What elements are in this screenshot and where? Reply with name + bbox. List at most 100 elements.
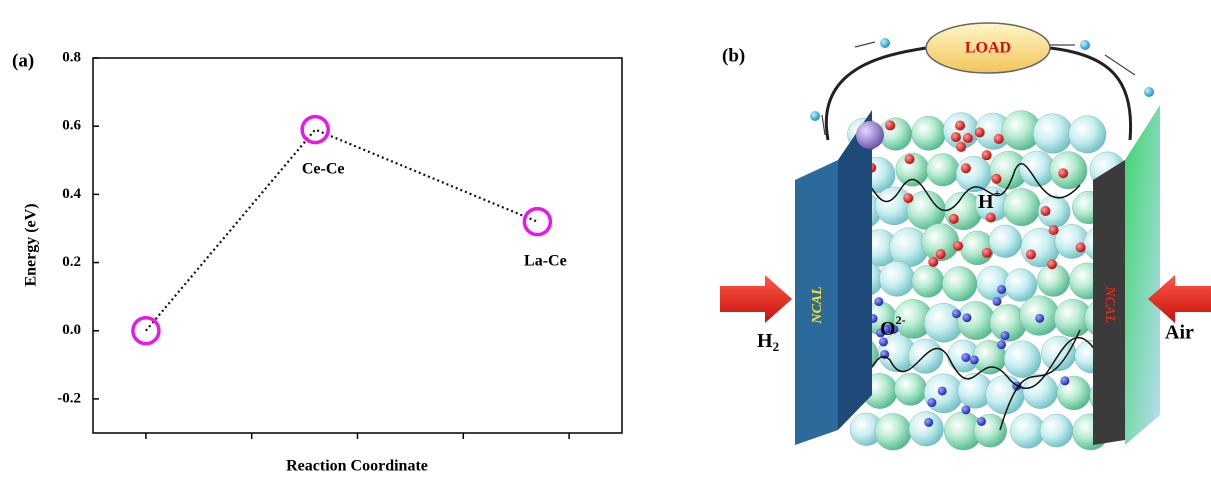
oxygen-vacancy <box>976 416 986 426</box>
load-label: LOAD <box>965 40 1011 57</box>
sphere <box>1002 188 1041 227</box>
sphere <box>1022 373 1058 409</box>
sphere <box>879 260 915 297</box>
dopant-atom <box>856 121 884 149</box>
y-tick-label: -0.2 <box>57 390 81 406</box>
y-tick-label: 0.8 <box>62 49 81 65</box>
hydroxyl <box>903 193 914 204</box>
hydroxyl <box>974 127 985 138</box>
proton-base: H <box>978 191 994 213</box>
sphere <box>1049 151 1088 190</box>
oxygen-vacancy <box>881 324 891 334</box>
sphere <box>956 301 996 340</box>
sphere <box>1068 115 1107 154</box>
point-label: Ce-Ce <box>302 160 345 177</box>
oxygen-vacancy <box>1035 313 1045 323</box>
oxygen-vacancy <box>937 386 947 396</box>
oxygen-vacancy <box>962 313 972 323</box>
y-tick-label: 0.6 <box>62 118 81 134</box>
ion-paths <box>844 162 1096 431</box>
oxygen-vacancy <box>874 297 884 307</box>
y-tick-label: 0.0 <box>62 322 81 338</box>
proton-charge: + <box>994 186 1001 200</box>
oxygen-vacancy <box>1000 331 1010 341</box>
sphere <box>908 338 944 374</box>
hydroxyl <box>952 240 963 251</box>
hydroxyl <box>991 173 1002 184</box>
y-tick-label: 0.2 <box>62 254 81 270</box>
hydroxyl <box>981 247 992 258</box>
hydroxyl <box>960 163 971 174</box>
hydroxyl <box>928 256 939 267</box>
oxygen-vacancy <box>961 405 971 415</box>
sphere <box>985 375 1025 415</box>
oxygen-vacancy <box>997 284 1007 294</box>
y-axis-title: Energy (eV) <box>23 203 40 286</box>
sphere <box>988 224 1022 258</box>
point <box>300 114 330 145</box>
hydroxyl <box>948 213 959 224</box>
load-box <box>925 22 1051 74</box>
oxide-label: O2- <box>880 313 906 340</box>
air-arrow <box>1148 275 1211 323</box>
cathode-front <box>1093 160 1125 445</box>
sphere <box>1037 264 1070 297</box>
wire <box>824 46 1133 141</box>
hydroxyl <box>885 120 896 131</box>
oxygen-vacancy <box>997 340 1007 350</box>
x-axis-title: Reaction Coordinate <box>286 458 428 475</box>
sphere <box>908 411 944 447</box>
cathode-label: NCAL <box>1102 285 1117 323</box>
hydroxyl <box>962 133 973 144</box>
point <box>131 315 161 346</box>
oxygen-vacancy <box>961 352 971 362</box>
electrolyte <box>842 110 1126 451</box>
sphere <box>894 372 928 406</box>
hydroxyl <box>904 154 915 165</box>
sphere <box>911 115 947 151</box>
hydroxyl <box>981 150 992 161</box>
panel-label: (b) <box>722 45 745 66</box>
oxygen-vacancy <box>992 297 1002 307</box>
fuel-arrow <box>720 275 792 323</box>
plot-frame <box>92 57 623 434</box>
sphere <box>960 230 995 266</box>
electron-flow <box>810 38 1154 136</box>
panel-label: (a) <box>12 50 34 71</box>
hydroxyl <box>985 212 996 223</box>
sphere <box>1004 268 1038 302</box>
oxygen-vacancy <box>927 398 937 408</box>
oxygen-vacancy <box>924 417 934 427</box>
fuel-label: H2 <box>757 330 779 354</box>
hydroxyl <box>1075 242 1086 253</box>
proton-label: H+ <box>978 186 1001 213</box>
hydroxyl <box>1058 168 1069 179</box>
sphere <box>942 266 978 302</box>
sphere <box>1032 113 1073 154</box>
hydroxyl <box>935 249 946 260</box>
y-tick-label: 0.4 <box>62 186 81 202</box>
sphere <box>1003 340 1042 378</box>
hydroxyl <box>950 132 961 143</box>
point <box>522 206 553 237</box>
anode-side <box>838 110 872 430</box>
sphere <box>874 413 912 451</box>
oxygen-vacancy <box>951 309 961 319</box>
anode-front <box>795 160 838 445</box>
hydroxyl <box>1046 259 1057 270</box>
fuel-base: H <box>757 330 773 352</box>
oxygen-vacancy <box>1060 376 1070 386</box>
oxygen-vacancy <box>969 355 979 365</box>
fuel-sub: 2 <box>773 339 780 354</box>
oxide-base: O <box>880 318 896 340</box>
oxide-charge: 2- <box>896 313 906 327</box>
oxidant-label: Air <box>1165 322 1194 344</box>
hydroxyl <box>1048 225 1059 236</box>
cathode-side <box>1125 105 1160 445</box>
hydroxyl <box>956 141 967 152</box>
sphere <box>926 153 960 187</box>
sphere <box>879 117 913 151</box>
hydroxyl <box>993 133 1004 144</box>
hydroxyl <box>1040 205 1051 216</box>
